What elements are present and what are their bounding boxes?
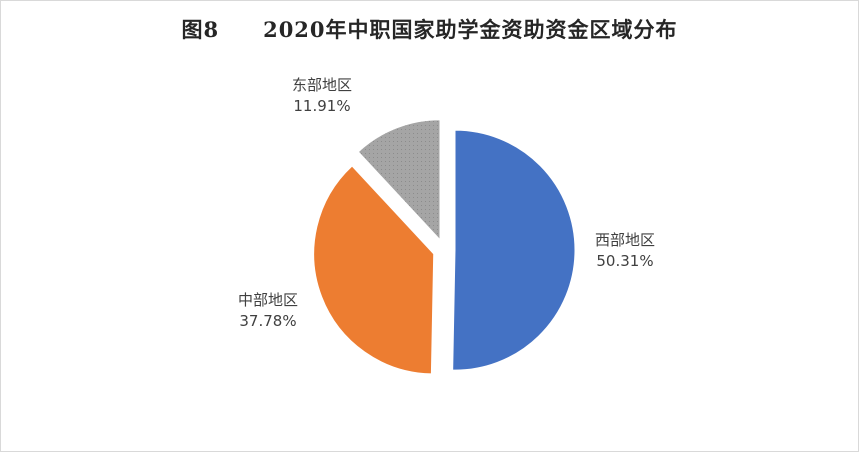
pie-slice-west bbox=[452, 129, 576, 371]
slice-label-central-value: 37.78% bbox=[239, 312, 296, 330]
slice-label-east-name: 东部地区 bbox=[292, 76, 352, 94]
slice-label-east-value: 11.91% bbox=[293, 97, 350, 115]
slice-label-west-value: 50.31% bbox=[596, 252, 653, 270]
pie-slice-central bbox=[313, 165, 435, 375]
chart-title: 图8 2020年中职国家助学金资助资金区域分布 bbox=[181, 17, 678, 42]
pie-slice-east bbox=[357, 119, 441, 242]
slice-label-west-name: 西部地区 bbox=[595, 231, 655, 249]
slice-label-central-name: 中部地区 bbox=[238, 291, 298, 309]
